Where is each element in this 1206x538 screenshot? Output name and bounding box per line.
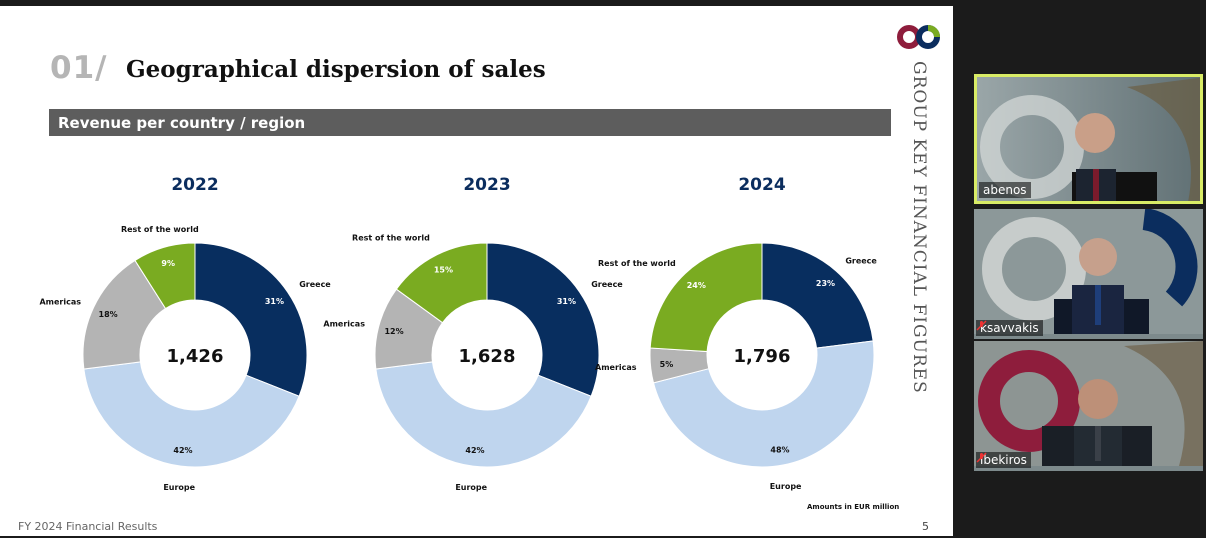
slice-percent-label: 24%: [687, 281, 706, 290]
category-label: Greece: [845, 256, 877, 265]
slice-percent-label: 15%: [434, 265, 453, 274]
donut-slice-greece: [194, 242, 308, 397]
slice-percent-label: 48%: [770, 445, 789, 454]
category-label: Americas: [323, 320, 365, 329]
participant-name: abenos: [983, 183, 1027, 197]
category-label: Americas: [595, 363, 637, 372]
slice-percent-label: 42%: [173, 446, 192, 455]
microphone-muted-icon: [976, 452, 987, 463]
company-logo: [897, 25, 940, 49]
chart-year-title: 2023: [463, 175, 510, 195]
slice-percent-label: 23%: [816, 279, 835, 288]
category-label: Rest of the world: [598, 259, 676, 268]
participant-tile[interactable]: abenos: [974, 74, 1203, 204]
donut-slice-europe: [375, 361, 592, 468]
donut-charts: 31% Greece 42% Europe 18% Americas 9% Rest of t…: [39, 175, 877, 492]
slice-percent-label: 12%: [384, 327, 403, 336]
donut-slice-europe: [652, 340, 875, 468]
donut-center-total: 1,796: [734, 346, 791, 367]
chart-year-title: 2024: [738, 175, 785, 195]
slice-percent-label: 5%: [660, 360, 674, 369]
video-background: [977, 77, 1200, 201]
slide-number: 01/: [50, 50, 108, 86]
participant-tile[interactable]: ksavvakis: [974, 209, 1203, 339]
microphone-muted-icon: [976, 320, 987, 331]
participant-name: ibekiros: [980, 453, 1027, 467]
category-label: Americas: [39, 297, 81, 306]
donut-slice-rest: [649, 242, 763, 353]
donut-slice-europe: [83, 361, 300, 468]
category-label: Greece: [299, 280, 331, 289]
donut-center-total: 1,628: [459, 346, 516, 367]
donut-slice-greece: [761, 242, 874, 349]
slice-percent-label: 31%: [557, 297, 576, 306]
donut-slice-greece: [486, 242, 600, 397]
slice-percent-label: 9%: [161, 259, 175, 268]
shared-slide: 01/ Geographical dispersion of sales Rev…: [0, 6, 953, 536]
side-title: GROUP KEY FINANCIAL FIGURES: [909, 61, 939, 394]
participant-name: ksavvakis: [980, 321, 1039, 335]
slide-title: Geographical dispersion of sales: [126, 56, 546, 83]
category-label: Greece: [591, 280, 623, 289]
participant-name-tag: abenos: [979, 182, 1031, 198]
participant-name-tag: ksavvakis: [976, 320, 1043, 336]
donut-slice-rest: [395, 242, 488, 324]
section-header: Revenue per country / region: [49, 109, 891, 136]
page-number: 5: [922, 520, 929, 533]
donut-center-total: 1,426: [167, 346, 224, 367]
video-background: [974, 341, 1203, 466]
side-title-text: GROUP KEY FINANCIAL FIGURES: [909, 61, 929, 394]
category-label: Rest of the world: [352, 234, 430, 243]
category-label: Europe: [770, 482, 802, 491]
chart-year-title: 2022: [171, 175, 218, 195]
section-header-label: Revenue per country / region: [58, 114, 306, 132]
video-background: [974, 209, 1203, 334]
footer-text: FY 2024 Financial Results: [18, 520, 158, 533]
category-label: Europe: [455, 483, 487, 492]
amounts-footnote: Amounts in EUR million: [807, 503, 900, 511]
participant-name-tag: ibekiros: [976, 452, 1031, 468]
slice-percent-label: 31%: [265, 297, 284, 306]
slice-percent-label: 42%: [465, 446, 484, 455]
participant-tile[interactable]: ibekiros: [974, 341, 1203, 471]
slice-percent-label: 18%: [99, 310, 118, 319]
donut-slice-rest: [134, 242, 196, 310]
category-label: Rest of the world: [121, 225, 199, 234]
category-label: Europe: [163, 483, 195, 492]
